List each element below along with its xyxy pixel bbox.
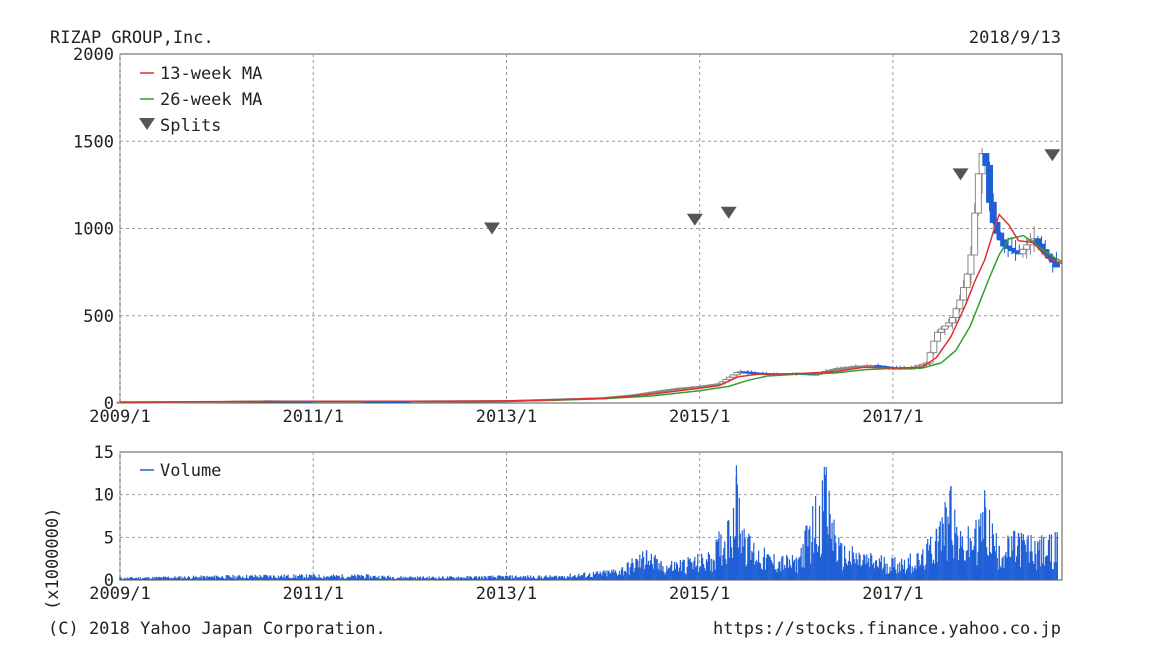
price-panel: 0 500 1000 1500 2000 2009/1 2011/1 2013/1 2015/… [73,45,1063,427]
candle-body [733,372,741,376]
volume-ytick-label: 10 [94,486,114,506]
candle-body [997,232,1005,241]
candle-body [986,164,994,203]
price-ytick-label: 0 [104,394,114,414]
candle-body [1008,247,1016,252]
legend-splits-label: Splits [160,116,221,136]
price-legend: 13-week MA 26-week MA Splits [139,64,262,136]
legend-ma13-label: 13-week MA [160,64,262,84]
candle-body [948,316,956,324]
legend-volume-label: Volume [160,461,221,481]
candle-body [952,308,960,318]
candle-body [956,299,964,310]
candle-body [1012,250,1020,254]
candle-body [1004,245,1012,249]
legend-split-icon [139,118,155,130]
candle-body [971,212,979,256]
candle-body [729,374,737,378]
candle-body [963,273,971,289]
price-ytick-label: 2000 [73,45,114,65]
ma13-line [119,213,1063,403]
split-marker [952,168,969,181]
company-name: RIZAP GROUP,Inc. [50,28,214,48]
volume-xtick-label: 2011/1 [283,584,344,604]
candle-body [1034,238,1042,245]
candle-body [982,153,990,166]
split-marker [686,213,703,226]
volume-plot-frame [119,451,1063,581]
split-marker [720,206,737,219]
candle-body [1023,244,1031,250]
candle-body [974,173,982,214]
volume-xtick-label: 2009/1 [89,584,150,604]
volume-ytick-label: 0 [104,571,114,591]
candle-body [725,376,733,381]
candle-body [967,254,975,275]
legend-ma26-label: 26-week MA [160,90,262,110]
candle-body [941,325,949,330]
price-xtick-label: 2009/1 [89,407,150,427]
candle-body [989,201,997,223]
volume-xtick-label: 2017/1 [862,584,923,604]
price-xtick-label: 2011/1 [283,407,344,427]
price-xtick-label: 2013/1 [476,407,537,427]
volume-ytick-label: 5 [104,528,114,548]
source-url: https://stocks.finance.yahoo.co.jp [713,619,1061,639]
split-marker [1044,149,1061,162]
candle-body [934,331,942,342]
candle-body [930,340,938,354]
volume-panel: 0 5 10 15 2009/1 2011/1 2013/1 2015/1 2017/1 Vo… [43,443,1063,610]
price-xtick-label: 2017/1 [862,407,923,427]
price-ytick-label: 1000 [73,220,114,240]
volume-xtick-label: 2013/1 [476,584,537,604]
price-ytick-label: 500 [83,307,114,327]
candle-body [937,328,945,333]
volume-axis-label: (x1000000) [43,508,63,610]
price-xtick-label: 2015/1 [669,407,730,427]
candle-body [1019,248,1027,255]
volume-ytick-label: 15 [94,443,114,463]
candle-body [926,352,934,364]
copyright-text: (C) 2018 Yahoo Japan Corporation. [48,619,386,639]
split-marker [483,222,500,235]
candle-body [945,322,953,327]
price-ytick-label: 1500 [73,132,114,152]
candle-body [960,287,968,301]
chart-date: 2018/9/13 [969,28,1061,48]
volume-xtick-label: 2015/1 [669,584,730,604]
